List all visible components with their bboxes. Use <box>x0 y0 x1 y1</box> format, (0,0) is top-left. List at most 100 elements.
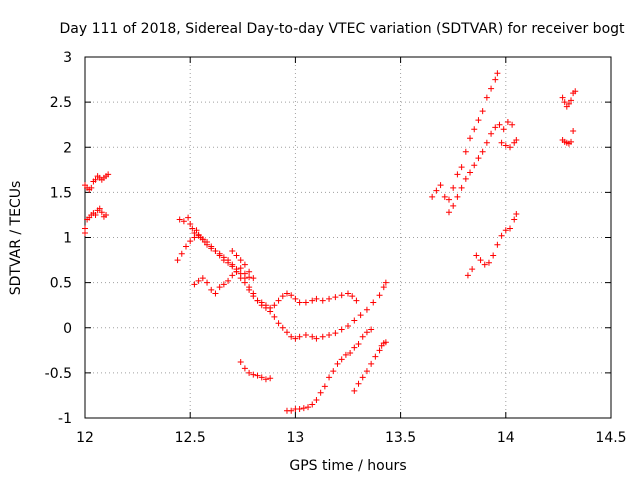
data-point <box>103 211 110 218</box>
data-point <box>216 252 223 259</box>
data-point <box>477 257 484 264</box>
x-tick-label: 14 <box>497 430 515 446</box>
data-point <box>334 360 341 367</box>
data-point <box>454 171 461 178</box>
data-point <box>92 211 99 218</box>
x-axis-title: GPS time / hours <box>289 458 406 474</box>
data-point <box>182 243 189 250</box>
data-point <box>326 331 333 338</box>
data-point <box>279 293 286 300</box>
y-tick-label: 0.5 <box>50 276 72 292</box>
data-point <box>363 368 370 375</box>
data-point <box>187 220 194 227</box>
data-point <box>254 297 261 304</box>
data-point <box>246 286 253 293</box>
data-point <box>283 290 290 297</box>
data-point <box>267 304 274 311</box>
data-point <box>96 205 103 212</box>
data-point <box>475 155 482 162</box>
data-point <box>479 108 486 115</box>
data-point <box>509 121 516 128</box>
data-point <box>467 135 474 142</box>
data-point <box>357 312 364 319</box>
x-tick-label: 12 <box>76 430 94 446</box>
data-point <box>229 263 236 270</box>
data-point <box>178 250 185 257</box>
data-point <box>565 100 572 107</box>
data-point <box>82 225 88 232</box>
y-tick-label: 1 <box>63 231 72 247</box>
data-point <box>496 121 503 128</box>
data-point <box>317 389 324 396</box>
data-point <box>212 290 219 297</box>
data-points <box>82 70 579 414</box>
x-tick-label: 12.5 <box>175 430 206 446</box>
data-point <box>513 211 520 218</box>
data-point <box>433 187 440 194</box>
data-point <box>288 292 295 299</box>
data-point <box>187 238 194 245</box>
data-point <box>471 126 478 133</box>
data-point <box>561 99 568 106</box>
series-early-upper <box>82 171 112 193</box>
data-point <box>180 218 187 225</box>
data-point <box>498 232 505 239</box>
data-point <box>462 175 469 182</box>
data-point <box>309 297 316 304</box>
data-point <box>185 214 192 221</box>
data-point <box>225 277 232 284</box>
data-point <box>572 88 579 95</box>
data-point <box>471 162 478 169</box>
data-point <box>338 292 345 299</box>
data-point <box>355 340 362 347</box>
data-point <box>504 118 511 125</box>
data-point <box>246 274 253 281</box>
data-point <box>429 193 436 200</box>
data-point <box>204 239 211 246</box>
data-point <box>502 142 509 149</box>
data-point <box>288 407 295 414</box>
data-point <box>237 257 244 264</box>
data-point <box>195 232 202 239</box>
data-point <box>347 350 354 357</box>
data-point <box>464 272 471 279</box>
data-point <box>292 335 299 342</box>
data-point <box>437 182 444 189</box>
data-point <box>275 297 282 304</box>
data-point <box>326 295 333 302</box>
series-early-lower <box>82 205 110 236</box>
data-point <box>338 356 345 363</box>
data-point <box>191 281 198 288</box>
data-point <box>302 299 309 306</box>
data-point <box>220 257 227 264</box>
x-tick-label: 13.5 <box>385 430 416 446</box>
data-point <box>494 70 501 77</box>
data-point <box>241 365 248 372</box>
data-point <box>351 317 358 324</box>
plot-frame <box>84 56 612 419</box>
data-point <box>92 176 99 183</box>
data-point <box>332 330 339 337</box>
data-point <box>241 261 248 268</box>
data-point <box>445 209 452 216</box>
data-point <box>326 374 333 381</box>
data-point <box>296 333 303 340</box>
data-point <box>250 371 257 378</box>
data-point <box>237 265 244 272</box>
data-point <box>309 401 316 408</box>
data-point <box>262 302 269 309</box>
data-point <box>454 193 461 200</box>
data-point <box>275 320 282 327</box>
data-point <box>246 268 253 275</box>
data-point <box>502 227 509 234</box>
data-point <box>363 306 370 313</box>
series-end-cluster <box>559 88 579 147</box>
data-point <box>229 248 236 255</box>
y-tick-label: -1 <box>58 411 72 427</box>
data-point <box>469 266 476 273</box>
data-point <box>330 368 337 375</box>
data-point <box>292 295 299 302</box>
data-point <box>492 124 499 131</box>
series-decline-b <box>174 232 360 311</box>
data-point <box>176 216 183 223</box>
